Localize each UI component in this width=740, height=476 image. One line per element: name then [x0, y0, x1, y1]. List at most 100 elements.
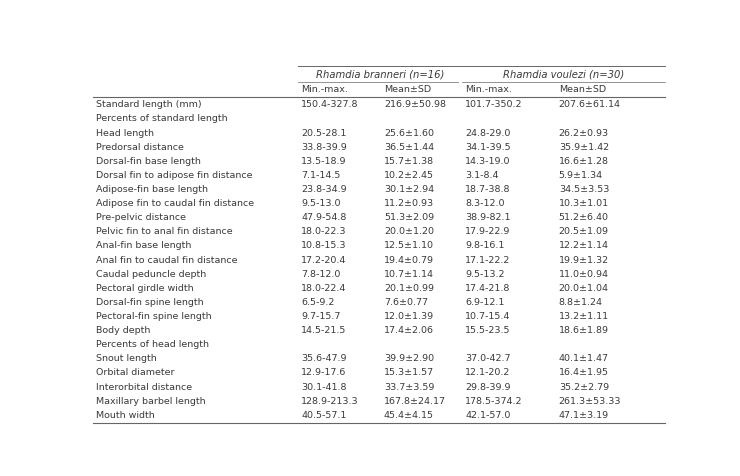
Text: Standard length (mm): Standard length (mm): [96, 100, 201, 109]
Text: 261.3±53.33: 261.3±53.33: [559, 397, 622, 406]
Text: 18.6±1.89: 18.6±1.89: [559, 326, 609, 335]
Text: Caudal peduncle depth: Caudal peduncle depth: [96, 269, 206, 278]
Text: Mean±SD: Mean±SD: [559, 86, 606, 95]
Text: 33.7±3.59: 33.7±3.59: [384, 383, 434, 392]
Text: 14.5-21.5: 14.5-21.5: [301, 326, 346, 335]
Text: Body depth: Body depth: [96, 326, 150, 335]
Text: 47.1±3.19: 47.1±3.19: [559, 411, 609, 420]
Text: 20.5-28.1: 20.5-28.1: [301, 129, 346, 138]
Text: 24.8-29.0: 24.8-29.0: [465, 129, 511, 138]
Text: 51.2±6.40: 51.2±6.40: [559, 213, 609, 222]
Text: 8.8±1.24: 8.8±1.24: [559, 298, 603, 307]
Text: Pre-pelvic distance: Pre-pelvic distance: [96, 213, 186, 222]
Text: 5.9±1.34: 5.9±1.34: [559, 171, 603, 180]
Text: Dorsal-fin spine length: Dorsal-fin spine length: [96, 298, 204, 307]
Text: Interorbital distance: Interorbital distance: [96, 383, 192, 392]
Text: 207.6±61.14: 207.6±61.14: [559, 100, 621, 109]
Text: 40.5-57.1: 40.5-57.1: [301, 411, 346, 420]
Text: 6.9-12.1: 6.9-12.1: [465, 298, 505, 307]
Text: 33.8-39.9: 33.8-39.9: [301, 143, 347, 152]
Text: Mouth width: Mouth width: [96, 411, 155, 420]
Text: 13.5-18.9: 13.5-18.9: [301, 157, 347, 166]
Text: 17.1-22.2: 17.1-22.2: [465, 256, 511, 265]
Text: Rhamdia branneri (n=16): Rhamdia branneri (n=16): [316, 70, 444, 80]
Text: 128.9-213.3: 128.9-213.3: [301, 397, 359, 406]
Text: Dorsal fin to adipose fin distance: Dorsal fin to adipose fin distance: [96, 171, 252, 180]
Text: 13.2±1.11: 13.2±1.11: [559, 312, 609, 321]
Text: Adipose fin to caudal fin distance: Adipose fin to caudal fin distance: [96, 199, 254, 208]
Text: 34.5±3.53: 34.5±3.53: [559, 185, 609, 194]
Text: 216.9±50.98: 216.9±50.98: [384, 100, 445, 109]
Text: Head length: Head length: [96, 129, 154, 138]
Text: 12.0±1.39: 12.0±1.39: [384, 312, 434, 321]
Text: 30.1-41.8: 30.1-41.8: [301, 383, 347, 392]
Text: 51.3±2.09: 51.3±2.09: [384, 213, 434, 222]
Text: 18.7-38.8: 18.7-38.8: [465, 185, 511, 194]
Text: 10.3±1.01: 10.3±1.01: [559, 199, 609, 208]
Text: Percents of standard length: Percents of standard length: [96, 114, 228, 123]
Text: Min.-max.: Min.-max.: [465, 86, 512, 95]
Text: 6.5-9.2: 6.5-9.2: [301, 298, 334, 307]
Text: Dorsal-fin base length: Dorsal-fin base length: [96, 157, 201, 166]
Text: 167.8±24.17: 167.8±24.17: [384, 397, 445, 406]
Text: 12.5±1.10: 12.5±1.10: [384, 241, 434, 250]
Text: Maxillary barbel length: Maxillary barbel length: [96, 397, 206, 406]
Text: 20.0±1.04: 20.0±1.04: [559, 284, 609, 293]
Text: 35.9±1.42: 35.9±1.42: [559, 143, 609, 152]
Text: 12.1-20.2: 12.1-20.2: [465, 368, 511, 377]
Text: 12.9-17.6: 12.9-17.6: [301, 368, 346, 377]
Text: Rhamdia voulezi (n=30): Rhamdia voulezi (n=30): [503, 70, 625, 80]
Text: 3.1-8.4: 3.1-8.4: [465, 171, 499, 180]
Text: Pelvic fin to anal fin distance: Pelvic fin to anal fin distance: [96, 228, 232, 236]
Text: 38.9-82.1: 38.9-82.1: [465, 213, 511, 222]
Text: 19.4±0.79: 19.4±0.79: [384, 256, 434, 265]
Text: 12.2±1.14: 12.2±1.14: [559, 241, 609, 250]
Text: 30.1±2.94: 30.1±2.94: [384, 185, 434, 194]
Text: 17.9-22.9: 17.9-22.9: [465, 228, 511, 236]
Text: Min.-max.: Min.-max.: [301, 86, 348, 95]
Text: 20.5±1.09: 20.5±1.09: [559, 228, 609, 236]
Text: 36.5±1.44: 36.5±1.44: [384, 143, 434, 152]
Text: 35.6-47.9: 35.6-47.9: [301, 354, 347, 363]
Text: 15.7±1.38: 15.7±1.38: [384, 157, 434, 166]
Text: 9.5-13.2: 9.5-13.2: [465, 269, 505, 278]
Text: 25.6±1.60: 25.6±1.60: [384, 129, 434, 138]
Text: 47.9-54.8: 47.9-54.8: [301, 213, 346, 222]
Text: Pectoral girdle width: Pectoral girdle width: [96, 284, 194, 293]
Text: 9.8-16.1: 9.8-16.1: [465, 241, 505, 250]
Text: 20.0±1.20: 20.0±1.20: [384, 228, 434, 236]
Text: 18.0-22.4: 18.0-22.4: [301, 284, 346, 293]
Text: 34.1-39.5: 34.1-39.5: [465, 143, 511, 152]
Text: 17.2-20.4: 17.2-20.4: [301, 256, 346, 265]
Text: 10.8-15.3: 10.8-15.3: [301, 241, 347, 250]
Text: Adipose-fin base length: Adipose-fin base length: [96, 185, 208, 194]
Text: 39.9±2.90: 39.9±2.90: [384, 354, 434, 363]
Text: 9.7-15.7: 9.7-15.7: [301, 312, 340, 321]
Text: 45.4±4.15: 45.4±4.15: [384, 411, 434, 420]
Text: 7.8-12.0: 7.8-12.0: [301, 269, 340, 278]
Text: 17.4-21.8: 17.4-21.8: [465, 284, 511, 293]
Text: 9.5-13.0: 9.5-13.0: [301, 199, 340, 208]
Text: 42.1-57.0: 42.1-57.0: [465, 411, 511, 420]
Text: 150.4-327.8: 150.4-327.8: [301, 100, 359, 109]
Text: 23.8-34.9: 23.8-34.9: [301, 185, 347, 194]
Text: Pectoral-fin spine length: Pectoral-fin spine length: [96, 312, 212, 321]
Text: 16.4±1.95: 16.4±1.95: [559, 368, 609, 377]
Text: Orbital diameter: Orbital diameter: [96, 368, 175, 377]
Text: 17.4±2.06: 17.4±2.06: [384, 326, 434, 335]
Text: Anal fin to caudal fin distance: Anal fin to caudal fin distance: [96, 256, 238, 265]
Text: 10.7±1.14: 10.7±1.14: [384, 269, 434, 278]
Text: 19.9±1.32: 19.9±1.32: [559, 256, 609, 265]
Text: 101.7-350.2: 101.7-350.2: [465, 100, 522, 109]
Text: 37.0-42.7: 37.0-42.7: [465, 354, 511, 363]
Text: 18.0-22.3: 18.0-22.3: [301, 228, 347, 236]
Text: 35.2±2.79: 35.2±2.79: [559, 383, 609, 392]
Text: 15.5-23.5: 15.5-23.5: [465, 326, 511, 335]
Text: 10.2±2.45: 10.2±2.45: [384, 171, 434, 180]
Text: 14.3-19.0: 14.3-19.0: [465, 157, 511, 166]
Text: 40.1±1.47: 40.1±1.47: [559, 354, 609, 363]
Text: 16.6±1.28: 16.6±1.28: [559, 157, 609, 166]
Text: 7.6±0.77: 7.6±0.77: [384, 298, 428, 307]
Text: 26.2±0.93: 26.2±0.93: [559, 129, 609, 138]
Text: 178.5-374.2: 178.5-374.2: [465, 397, 522, 406]
